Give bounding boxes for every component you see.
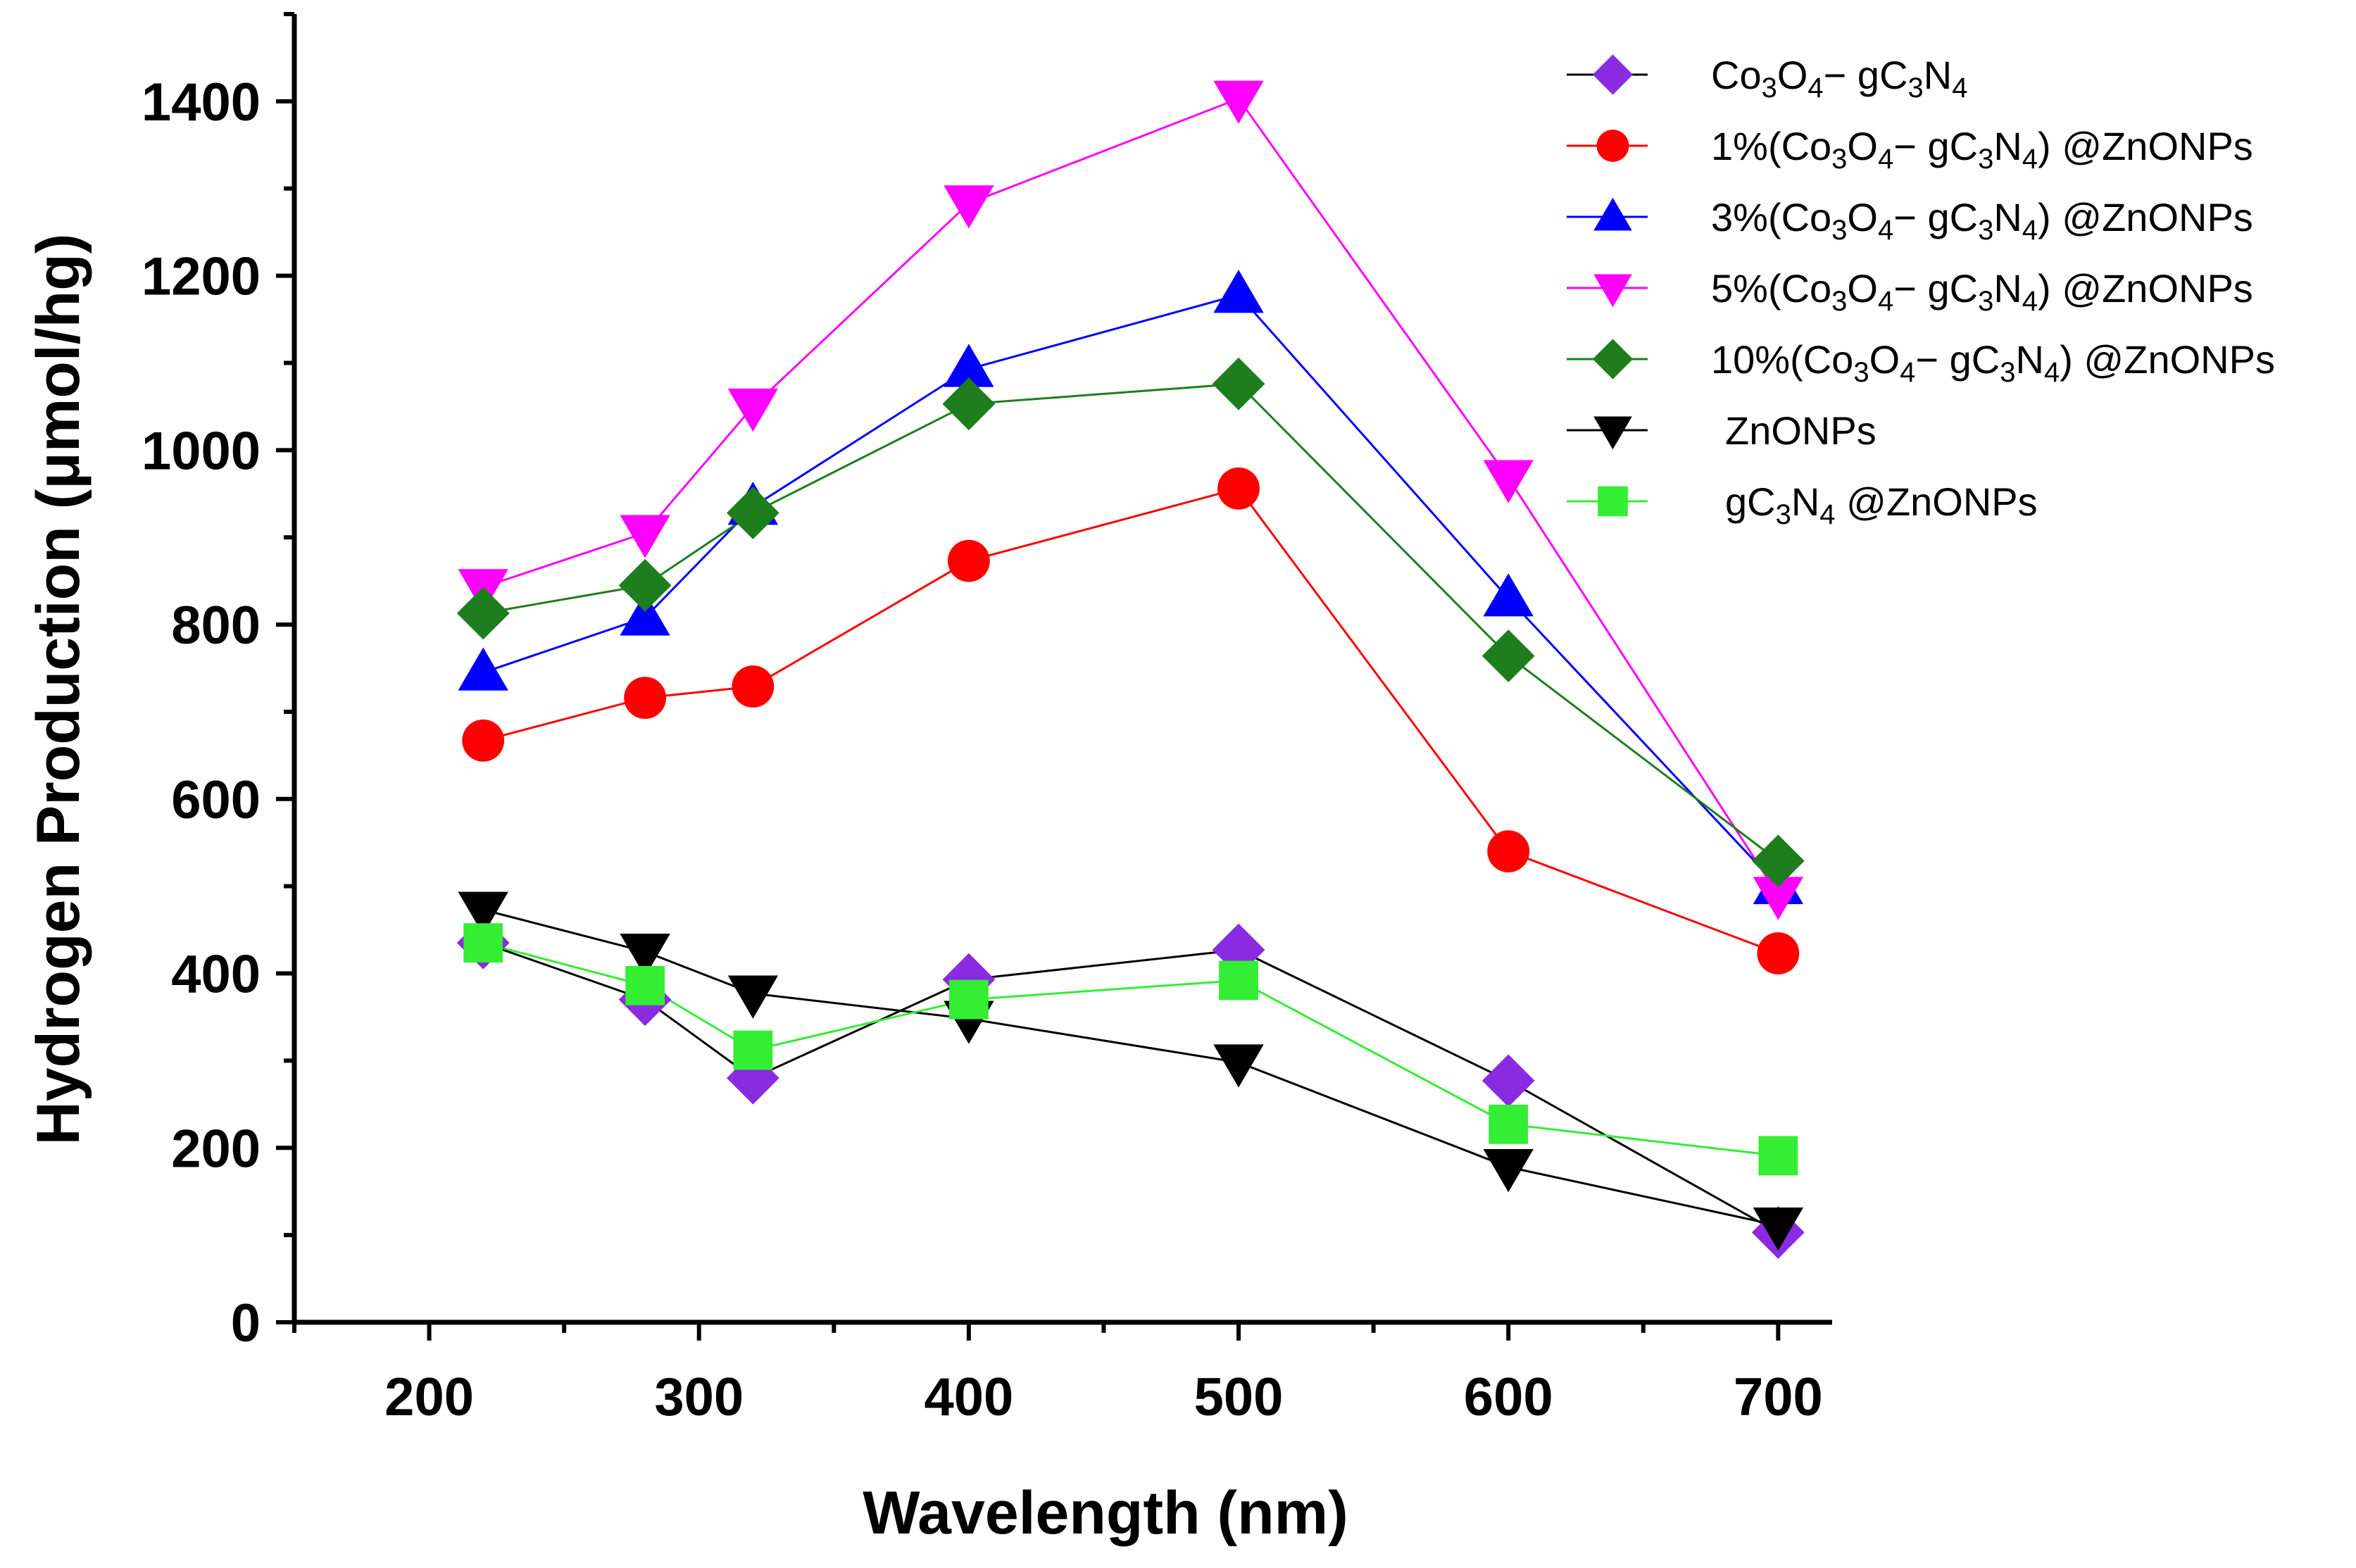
y-tick-label: 600	[171, 770, 261, 830]
legend-marker-znonps	[1593, 416, 1632, 450]
data-point-5pct	[1753, 877, 1804, 920]
legend-marker-3pct	[1593, 197, 1632, 231]
data-point-10pct	[1481, 629, 1535, 683]
y-tick-label: 1200	[142, 247, 261, 307]
data-point-gc3n4-znonps	[1219, 960, 1258, 1001]
data-point-znonps	[1483, 1149, 1534, 1193]
legend-label-3pct: 3%(Co3O4− gC3N4) @ZnONPs	[1711, 195, 2253, 246]
y-axis-title: Hydrogen Production (μmol/hg)	[25, 234, 92, 1146]
x-tick-label: 700	[1734, 1367, 1823, 1427]
series-line-co3o4-gc3n4	[482, 941, 1779, 1234]
y-tick-label: 800	[171, 596, 261, 656]
x-tick-label: 600	[1464, 1367, 1553, 1427]
legend-item-1pct: 1%(Co3O4− gC3N4) @ZnONPs	[1567, 124, 2253, 175]
data-point-gc3n4-znonps	[733, 1030, 773, 1070]
data-point-znonps	[458, 891, 508, 935]
legend-marker-co3o4-gc3n4	[1592, 54, 1634, 95]
data-point-1pct	[732, 665, 775, 708]
legend-marker-gc3n4-znonps	[1598, 486, 1628, 517]
data-point-co3o4-gc3n4	[942, 953, 996, 1006]
data-point-5pct	[1483, 460, 1534, 503]
legend-label-znonps: ZnONPs	[1725, 408, 1876, 453]
data-point-10pct	[456, 587, 510, 640]
legend-marker-5pct	[1593, 274, 1632, 308]
data-point-5pct	[944, 185, 994, 229]
data-point-3pct	[620, 592, 670, 636]
legend-item-5pct: 5%(Co3O4− gC3N4) @ZnONPs	[1567, 266, 2253, 317]
legend-label-1pct: 1%(Co3O4− gC3N4) @ZnONPs	[1711, 124, 2253, 175]
data-point-10pct	[726, 487, 779, 539]
data-point-znonps	[1753, 1208, 1804, 1251]
series-line-3pct	[482, 294, 1779, 887]
data-point-10pct	[618, 558, 672, 612]
series-markers-1pct	[462, 467, 1800, 974]
axis-ticks	[276, 12, 1781, 1341]
data-point-1pct	[1487, 830, 1530, 873]
y-tick-label: 1400	[142, 73, 261, 132]
data-point-gc3n4-znonps	[625, 965, 665, 1005]
legend-marker-10pct	[1592, 339, 1634, 380]
series-markers-10pct	[456, 357, 1805, 888]
data-point-1pct	[1217, 467, 1260, 510]
axis-labels: 0 200 400 600 800 1000 1200 1400 200 300 400 500 600…	[25, 73, 1823, 1547]
data-point-1pct	[947, 539, 990, 582]
series-markers	[456, 80, 1805, 1259]
series-line-znonps	[482, 908, 1779, 1227]
x-tick-label: 300	[654, 1367, 744, 1427]
series-markers-gc3n4-znonps	[463, 923, 1798, 1176]
data-point-1pct	[462, 719, 505, 762]
series-line-5pct	[482, 97, 1779, 896]
data-point-5pct	[727, 388, 779, 432]
series-lines	[482, 97, 1779, 1234]
legend-label-gc3n4-znonps: gC3N4 @ZnONPs	[1725, 479, 2038, 530]
y-tick-label: 1000	[142, 421, 261, 481]
series-markers-znonps	[458, 891, 1804, 1251]
data-point-10pct	[1751, 834, 1805, 888]
legend-label-10pct: 10%(Co3O4− gC3N4) @ZnONPs	[1711, 337, 2275, 388]
legend: Co3O4− gC3N4 1%(Co3O4− gC3N4) @ZnONPs 3%(C…	[1567, 53, 2275, 530]
data-point-3pct	[1213, 270, 1264, 313]
x-axis-title: Wavelength (nm)	[863, 1479, 1348, 1547]
legend-label-co3o4-gc3n4: Co3O4− gC3N4	[1711, 53, 1967, 104]
legend-item-3pct: 3%(Co3O4− gC3N4) @ZnONPs	[1567, 195, 2253, 246]
data-point-gc3n4-znonps	[1758, 1136, 1798, 1176]
legend-item-gc3n4-znonps: gC3N4 @ZnONPs	[1567, 479, 2038, 530]
data-point-co3o4-gc3n4	[1481, 1054, 1535, 1108]
data-point-znonps	[727, 975, 779, 1019]
y-tick-label: 400	[171, 945, 261, 1005]
series-line-10pct	[482, 382, 1779, 862]
data-point-znonps	[620, 934, 670, 977]
legend-label-5pct: 5%(Co3O4− gC3N4) @ZnONPs	[1711, 266, 2253, 317]
axes	[292, 14, 1832, 1325]
x-tick-label: 400	[924, 1367, 1013, 1427]
data-point-3pct	[458, 647, 508, 691]
series-line-1pct	[482, 487, 1779, 955]
data-point-1pct	[624, 677, 667, 720]
data-point-1pct	[1757, 932, 1800, 974]
legend-item-co3o4-gc3n4: Co3O4− gC3N4	[1567, 53, 1967, 104]
data-point-3pct	[1483, 573, 1534, 617]
data-point-5pct	[620, 515, 670, 558]
x-tick-label: 500	[1194, 1367, 1284, 1427]
legend-marker-1pct	[1596, 130, 1629, 162]
legend-item-znonps: ZnONPs	[1567, 408, 1876, 453]
x-tick-label: 200	[384, 1367, 474, 1427]
data-point-gc3n4-znonps	[463, 923, 503, 963]
data-point-3pct	[944, 344, 994, 387]
data-point-10pct	[942, 377, 996, 431]
series-markers-5pct	[458, 80, 1804, 920]
data-point-gc3n4-znonps	[949, 979, 989, 1020]
data-point-5pct	[1213, 80, 1264, 124]
y-tick-label: 200	[171, 1119, 261, 1179]
data-point-znonps	[1213, 1044, 1264, 1088]
legend-item-10pct: 10%(Co3O4− gC3N4) @ZnONPs	[1567, 337, 2275, 388]
y-tick-label: 0	[231, 1293, 261, 1353]
data-point-gc3n4-znonps	[1489, 1104, 1529, 1144]
data-point-10pct	[1212, 357, 1265, 410]
